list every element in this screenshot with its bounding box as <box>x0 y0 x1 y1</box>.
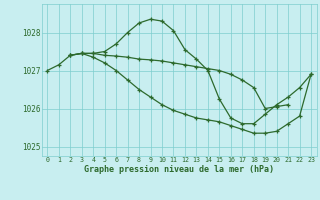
X-axis label: Graphe pression niveau de la mer (hPa): Graphe pression niveau de la mer (hPa) <box>84 165 274 174</box>
